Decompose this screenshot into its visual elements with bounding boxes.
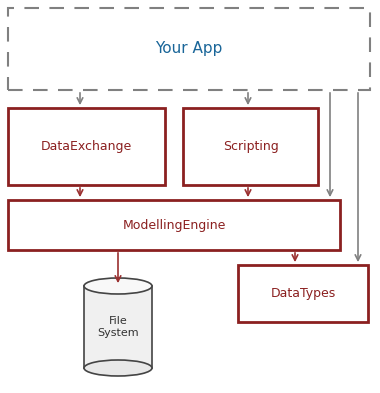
Bar [8, 8, 370, 90]
Ellipse shape [84, 278, 152, 294]
Text: Scripting: Scripting [223, 140, 279, 153]
Bar [84, 286, 152, 368]
Bar [183, 108, 318, 185]
Text: Your App: Your App [155, 42, 223, 57]
Text: File
System: File System [97, 316, 139, 338]
Text: DataTypes: DataTypes [271, 287, 336, 300]
Bar [238, 265, 368, 322]
Text: DataExchange: DataExchange [41, 140, 132, 153]
Bar [8, 108, 165, 185]
Ellipse shape [84, 360, 152, 376]
Text: ModellingEngine: ModellingEngine [122, 219, 226, 231]
Bar [8, 200, 340, 250]
